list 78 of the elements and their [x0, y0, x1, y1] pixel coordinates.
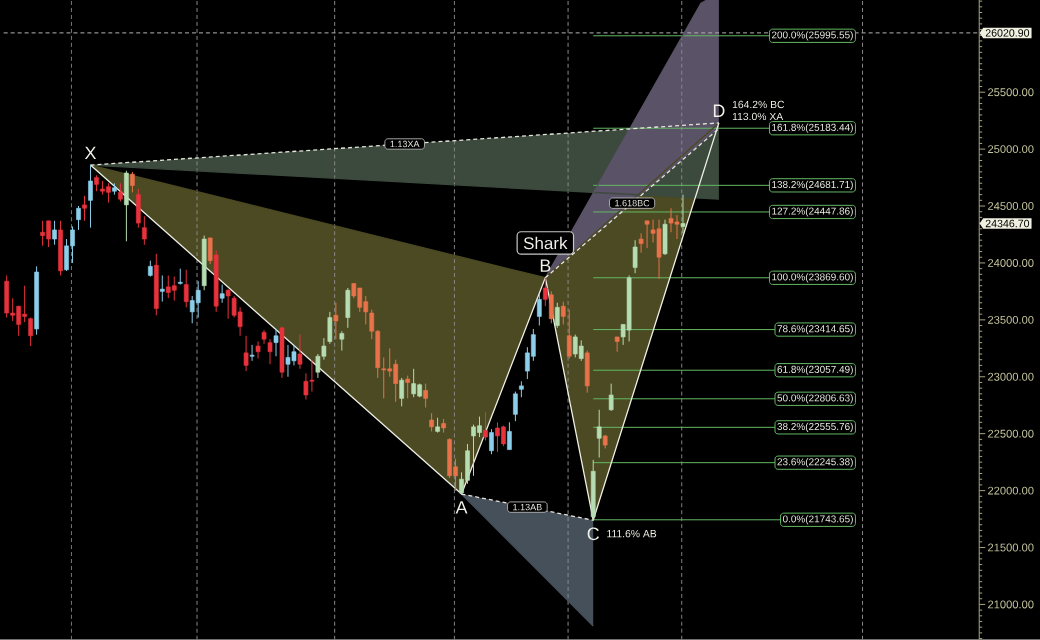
candlestick [507, 421, 512, 451]
ref-line-label: 200.0%(25995.55) [771, 31, 853, 41]
ref-line-label: 23.6%(22245.38) [777, 458, 853, 468]
candlestick [423, 383, 428, 409]
candlestick [219, 284, 225, 304]
y-tick-label: 25000.00 [988, 145, 1034, 154]
candlestick [596, 409, 602, 459]
candlestick [142, 215, 147, 246]
candlestick [273, 328, 279, 357]
candlestick [130, 171, 135, 193]
candlestick [327, 311, 333, 345]
annotation: B [540, 259, 551, 272]
candlestick [614, 336, 620, 353]
series-label: 1.618BC [615, 200, 650, 207]
candlestick [537, 293, 542, 327]
series-label: 1.13XA [390, 140, 420, 148]
candlestick [88, 164, 93, 229]
ref-line-label: 78.6%(23414.65) [777, 325, 853, 335]
ref-line-label: 138.2%(24681.71) [772, 180, 853, 191]
candlestick [560, 301, 566, 326]
candlestick [207, 237, 213, 265]
annotation: 111.6% AB [607, 530, 657, 538]
candlestick [52, 220, 57, 246]
ref-line-label: 26020.90 [985, 29, 1030, 37]
y-tick-label: 21000.00 [988, 600, 1034, 609]
candlestick [644, 220, 650, 249]
candlestick [399, 377, 405, 408]
candlestick [159, 275, 165, 303]
candlestick [548, 291, 554, 324]
annotation: X [84, 146, 97, 160]
candlestick [249, 344, 255, 362]
candlestick [405, 375, 411, 400]
ref-line-label: 38.2%(22555.76) [777, 422, 853, 433]
text: 24346.70 [985, 219, 1030, 228]
candlestick [243, 335, 249, 372]
candlestick [513, 391, 518, 422]
candlestick [483, 411, 488, 442]
candlestick [82, 195, 87, 222]
candlestick [489, 428, 494, 455]
y-tick-label: 21500.00 [988, 543, 1034, 552]
candlestick [183, 269, 189, 308]
candlestick [632, 239, 638, 274]
candlestick [339, 330, 345, 352]
y-tick-label: 25500.00 [988, 88, 1034, 97]
candlestick [608, 383, 614, 412]
ref-line-label: 61.8%(23057.49) [777, 365, 853, 376]
candlestick [255, 341, 261, 360]
candlestick [225, 288, 231, 320]
y-tick-label: 23000.00 [988, 372, 1034, 381]
candlestick [429, 412, 434, 433]
annotation: A [455, 501, 468, 514]
y-tick-label: 22500.00 [988, 429, 1034, 438]
candlestick [680, 194, 686, 234]
annotation: C [587, 527, 599, 541]
candlestick [566, 309, 572, 360]
ref-line-label: 0.0%(21743.65) [782, 515, 853, 525]
y-tick-label: 23500.00 [988, 316, 1034, 324]
candlestick [554, 302, 560, 329]
ref-line-label: 161.8%(25183.44) [772, 123, 853, 134]
candlestick [638, 232, 644, 254]
series-label: 1.13AB [513, 504, 542, 511]
y-tick-label: 24000.00 [988, 259, 1034, 268]
candlestick [28, 317, 33, 347]
annotation: D [713, 104, 725, 118]
annotation: 113.0% XA [732, 112, 784, 121]
candlestick [118, 182, 123, 203]
y-tick-label: 22000.00 [988, 486, 1034, 495]
candlestick [333, 302, 339, 340]
ref-line-label: 127.2%(24447.86) [772, 207, 853, 217]
candlestick [297, 334, 303, 370]
candlestick [76, 205, 81, 231]
ref-line-label: 50.0%(22806.63) [777, 394, 853, 404]
y-tick-label: 24500.00 [988, 202, 1034, 211]
candlestick [267, 338, 273, 365]
ref-line-label: 100.0%(23869.60) [772, 273, 853, 283]
candlestick [542, 277, 548, 307]
annotation: Shark [523, 236, 568, 250]
annotation: 164.2% BC [732, 100, 785, 109]
